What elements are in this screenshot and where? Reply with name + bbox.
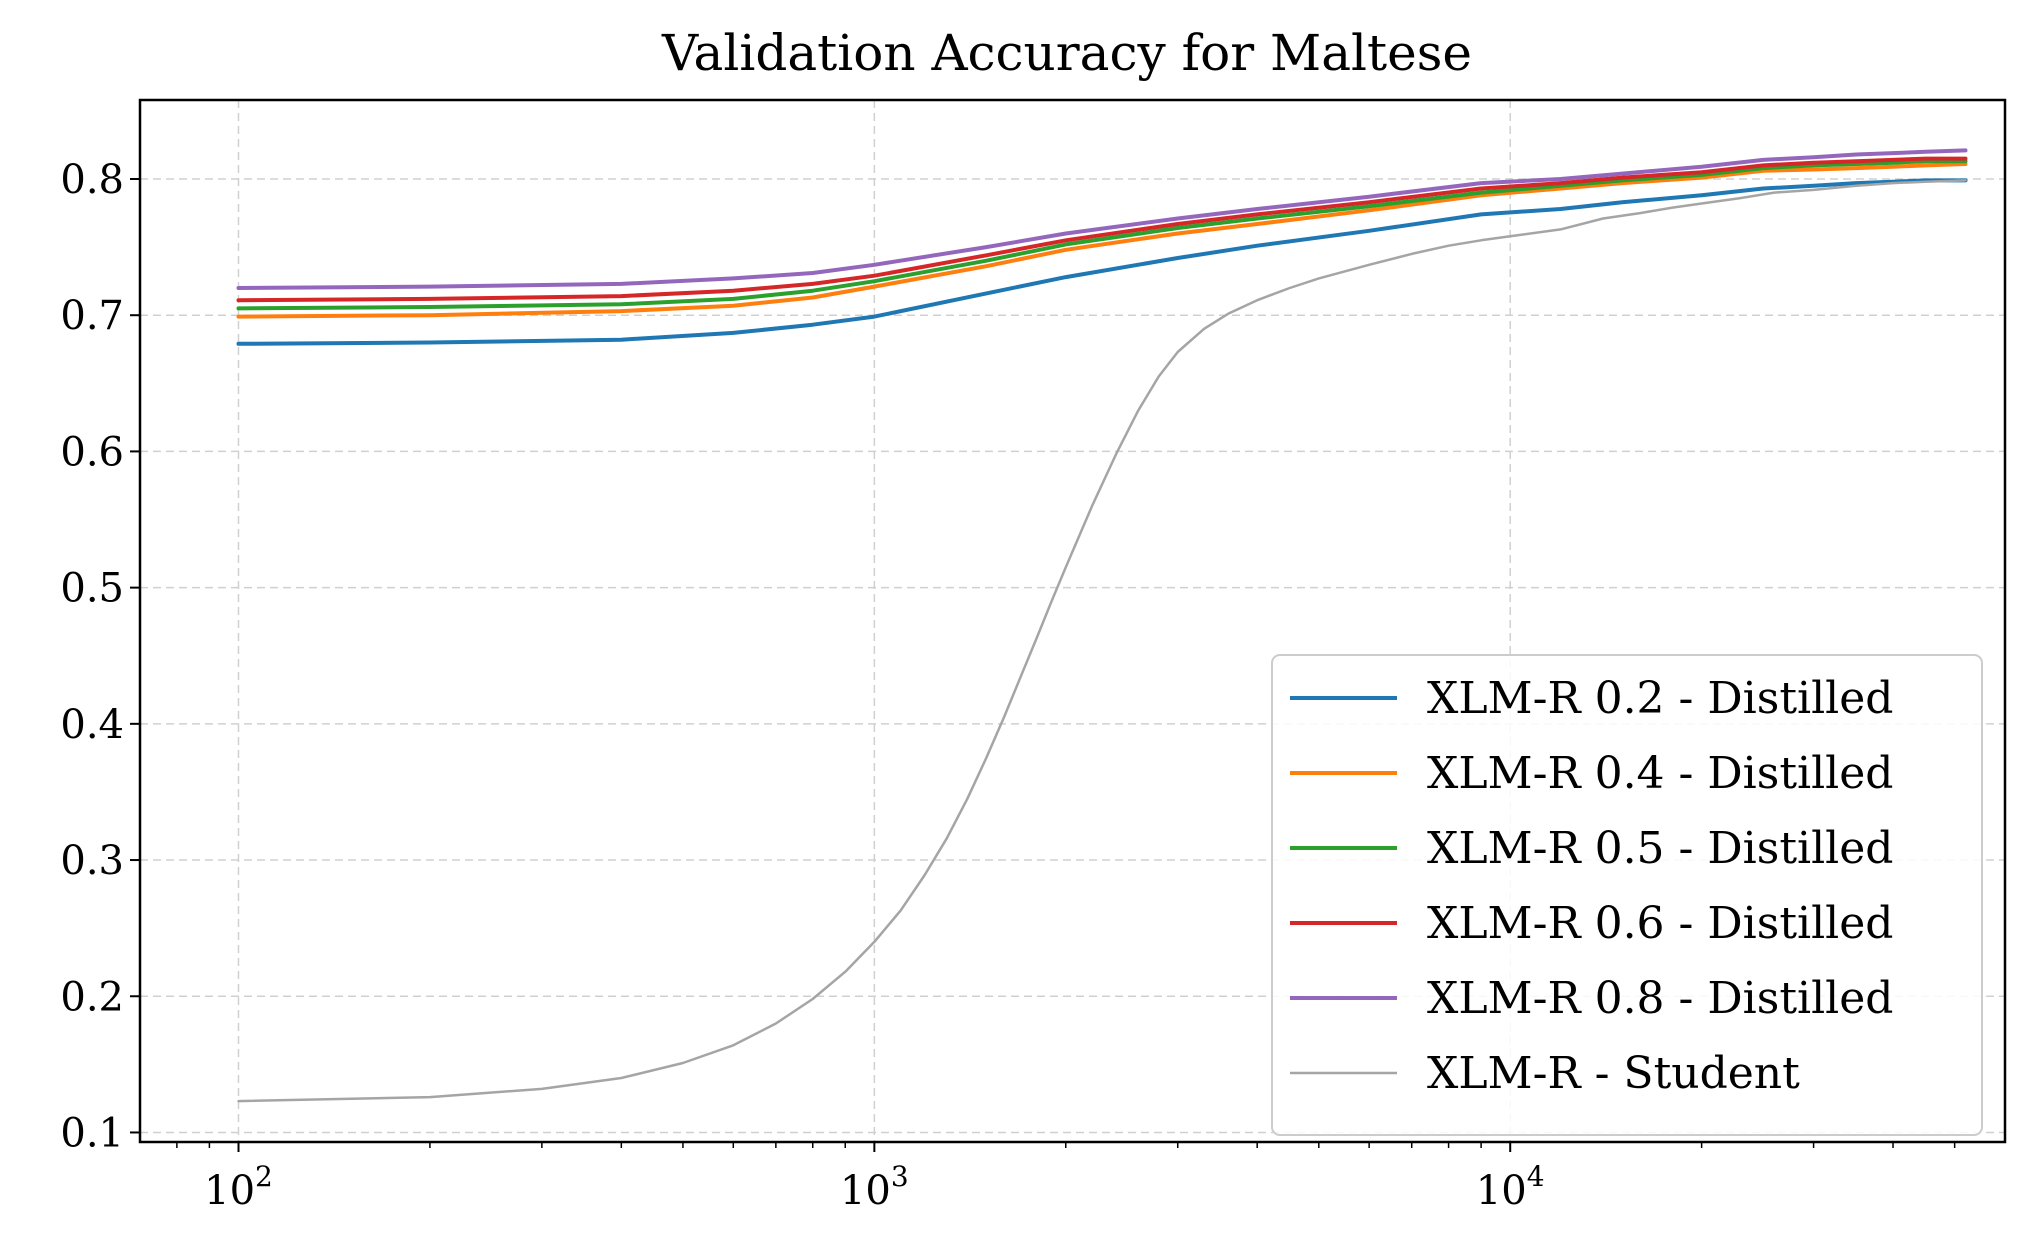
y-tick-label: 0.6 xyxy=(60,429,124,475)
legend-box xyxy=(1271,654,1983,1136)
legend-label: XLM-R 0.8 - Distilled xyxy=(1427,973,1893,1024)
legend-label: XLM-R 0.4 - Distilled xyxy=(1427,748,1893,799)
x-tick-exponent: 3 xyxy=(891,1160,909,1193)
series-line-0 xyxy=(236,178,1968,346)
y-tick-label: 0.4 xyxy=(60,702,124,748)
x-tick-base: 10 xyxy=(204,1168,255,1214)
series-line-3 xyxy=(236,156,1968,303)
plot-frame xyxy=(138,98,2007,1144)
series-layer xyxy=(236,148,1968,1103)
y-tick-label: 0.2 xyxy=(60,974,124,1020)
legend-label: XLM-R - Student xyxy=(1427,1048,1800,1099)
legend-label: XLM-R 0.2 - Distilled xyxy=(1427,673,1893,724)
y-tick-label: 0.8 xyxy=(60,157,124,203)
x-tick-base: 10 xyxy=(1476,1168,1527,1214)
x-tick-label: 102 xyxy=(204,1160,273,1214)
x-tick-label: 104 xyxy=(1476,1160,1545,1214)
x-tick-label: 103 xyxy=(840,1160,909,1214)
series-line-2 xyxy=(236,159,1968,311)
series-line-1 xyxy=(236,162,1968,319)
chart-title: Validation Accuracy for Maltese xyxy=(661,24,1472,82)
y-tick-label: 0.3 xyxy=(60,838,124,884)
series-line-5 xyxy=(237,179,1967,1103)
y-tick-label: 0.1 xyxy=(60,1110,124,1156)
legend: XLM-R 0.2 - Distilled XLM-R 0.4 - Distill… xyxy=(1271,654,1983,1136)
series-line-4 xyxy=(236,148,1968,290)
x-tick-exponent: 4 xyxy=(1527,1160,1545,1193)
x-tick-exponent: 2 xyxy=(255,1160,273,1193)
y-tick-label: 0.7 xyxy=(60,293,124,339)
legend-label: XLM-R 0.6 - Distilled xyxy=(1427,898,1893,949)
legend-label: XLM-R 0.5 - Distilled xyxy=(1427,823,1893,874)
x-tick-base: 10 xyxy=(840,1168,891,1214)
y-tick-label: 0.5 xyxy=(60,566,124,612)
